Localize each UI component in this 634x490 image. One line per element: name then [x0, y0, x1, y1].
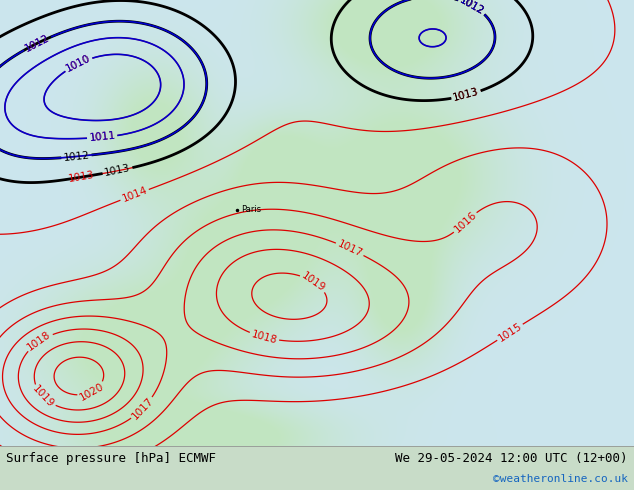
- Text: 1018: 1018: [250, 329, 278, 345]
- Text: 1012: 1012: [63, 150, 90, 163]
- Text: 1018: 1018: [26, 330, 53, 353]
- Text: 1017: 1017: [336, 239, 364, 259]
- Text: 1010: 1010: [65, 53, 93, 74]
- Text: 1013: 1013: [452, 87, 480, 103]
- Text: Surface pressure [hPa] ECMWF: Surface pressure [hPa] ECMWF: [6, 452, 216, 465]
- Text: 1020: 1020: [78, 381, 106, 402]
- Text: 1019: 1019: [30, 384, 56, 410]
- Text: 1012: 1012: [23, 33, 51, 54]
- Text: 1014: 1014: [120, 185, 149, 204]
- Text: 1012: 1012: [458, 0, 486, 17]
- Text: 1011: 1011: [89, 131, 116, 144]
- Text: 1013: 1013: [68, 170, 96, 184]
- Text: 1011: 1011: [89, 131, 116, 144]
- Text: 1019: 1019: [300, 270, 327, 294]
- Text: ©weatheronline.co.uk: ©weatheronline.co.uk: [493, 474, 628, 484]
- Text: 1010: 1010: [65, 53, 93, 74]
- Text: 1012: 1012: [458, 0, 486, 17]
- Text: 1013: 1013: [103, 163, 131, 178]
- Text: 1015: 1015: [496, 321, 524, 343]
- Text: 1012: 1012: [458, 0, 486, 17]
- Text: 1016: 1016: [452, 210, 478, 235]
- Text: 1017: 1017: [130, 395, 155, 421]
- Text: We 29-05-2024 12:00 UTC (12+00): We 29-05-2024 12:00 UTC (12+00): [395, 452, 628, 465]
- Text: Paris: Paris: [241, 205, 261, 215]
- Text: 1013: 1013: [452, 87, 480, 103]
- Text: 1012: 1012: [23, 33, 51, 54]
